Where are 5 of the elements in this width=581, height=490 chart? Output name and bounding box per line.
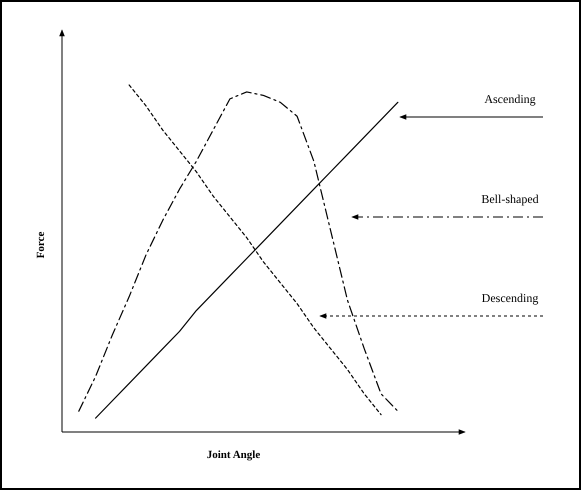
y-axis-title: Force (35, 232, 47, 258)
text: Descending (482, 291, 538, 305)
text: Bell-shaped (481, 192, 539, 206)
x-axis-title: Joint Angle (206, 449, 260, 461)
text: Ascending (484, 92, 536, 106)
